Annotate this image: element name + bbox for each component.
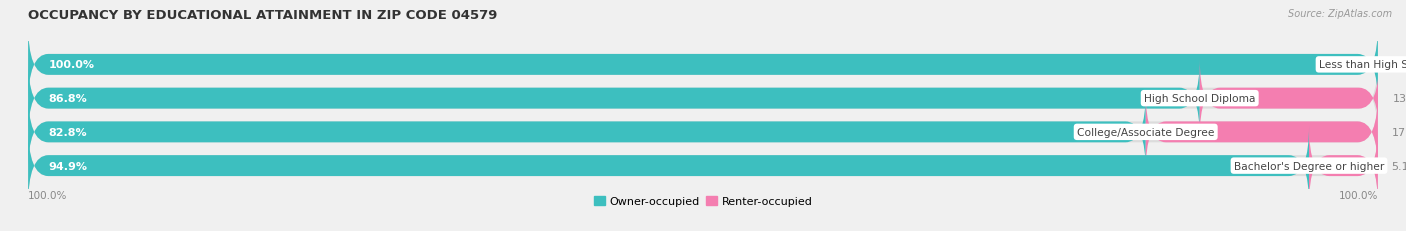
FancyBboxPatch shape — [28, 59, 1199, 139]
Text: 0.0%: 0.0% — [1392, 60, 1406, 70]
FancyBboxPatch shape — [28, 25, 1378, 105]
Text: Bachelor's Degree or higher: Bachelor's Degree or higher — [1234, 161, 1385, 171]
FancyBboxPatch shape — [28, 126, 1309, 206]
FancyBboxPatch shape — [1199, 59, 1379, 139]
Text: 100.0%: 100.0% — [28, 190, 67, 200]
FancyBboxPatch shape — [28, 126, 1378, 206]
Text: 86.8%: 86.8% — [48, 94, 87, 104]
Text: College/Associate Degree: College/Associate Degree — [1077, 127, 1215, 137]
Text: 100.0%: 100.0% — [48, 60, 94, 70]
Text: Source: ZipAtlas.com: Source: ZipAtlas.com — [1288, 9, 1392, 19]
FancyBboxPatch shape — [28, 59, 1378, 139]
Text: Less than High School: Less than High School — [1319, 60, 1406, 70]
FancyBboxPatch shape — [28, 92, 1146, 172]
Text: 13.3%: 13.3% — [1393, 94, 1406, 104]
FancyBboxPatch shape — [1309, 126, 1378, 206]
Text: 94.9%: 94.9% — [48, 161, 87, 171]
Legend: Owner-occupied, Renter-occupied: Owner-occupied, Renter-occupied — [589, 191, 817, 210]
Text: High School Diploma: High School Diploma — [1144, 94, 1256, 104]
FancyBboxPatch shape — [28, 92, 1378, 172]
Text: 5.1%: 5.1% — [1392, 161, 1406, 171]
Text: 82.8%: 82.8% — [48, 127, 87, 137]
Text: 17.2%: 17.2% — [1392, 127, 1406, 137]
FancyBboxPatch shape — [28, 25, 1378, 105]
Text: OCCUPANCY BY EDUCATIONAL ATTAINMENT IN ZIP CODE 04579: OCCUPANCY BY EDUCATIONAL ATTAINMENT IN Z… — [28, 9, 498, 22]
FancyBboxPatch shape — [1146, 92, 1378, 172]
Text: 100.0%: 100.0% — [1339, 190, 1378, 200]
